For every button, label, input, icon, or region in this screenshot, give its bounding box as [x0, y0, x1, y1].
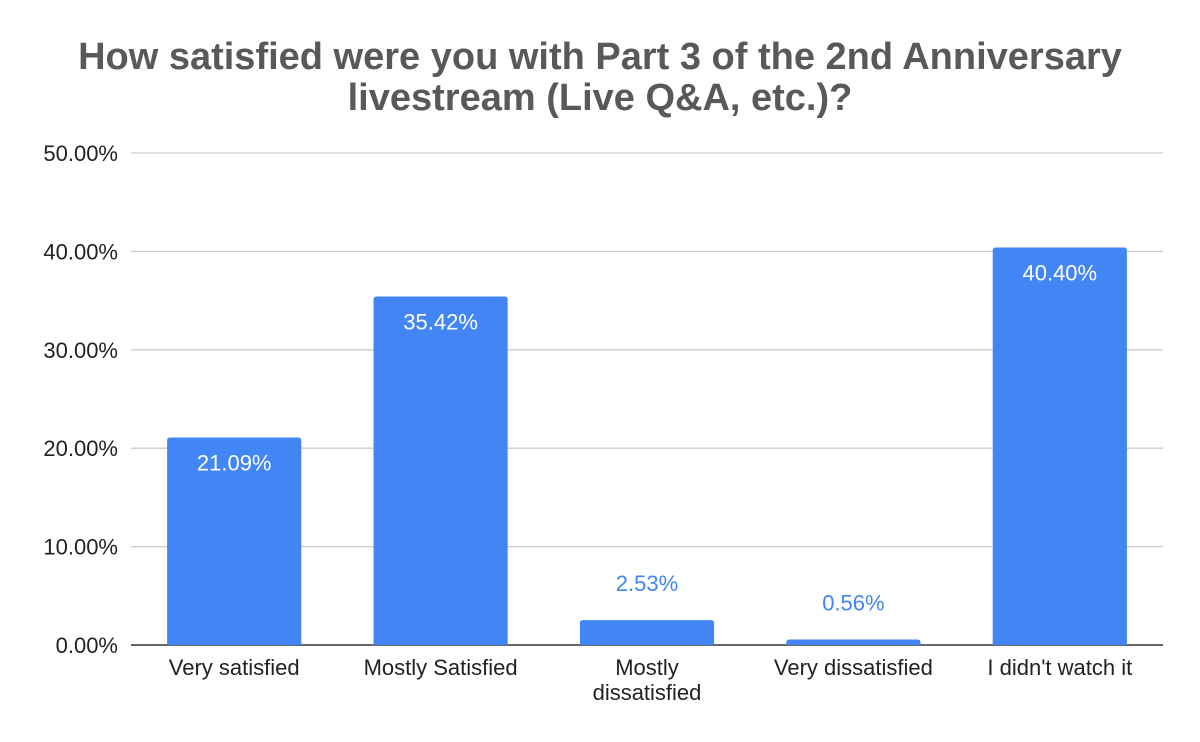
x-category-label: dissatisfied: [593, 680, 702, 705]
x-axis-category-labels: Very satisfied Mostly Satisfied Mostlydiss…: [169, 655, 1132, 705]
bar: [992, 247, 1127, 646]
data-labels: 21.09% 35.42% 2.53% 0.56% 40.40%: [197, 260, 1097, 615]
x-category-label: Very dissatisfied: [774, 655, 933, 680]
chart-title: How satisfied were you with Part 3 of th…: [78, 36, 1122, 119]
bar: [579, 620, 715, 645]
bars: [167, 247, 1127, 646]
y-axis-tick-labels: 0.00% 10.00% 20.00% 30.00% 40.00% 50.00%: [43, 141, 118, 658]
data-label: 21.09%: [197, 450, 272, 475]
data-label: 2.53%: [616, 571, 678, 596]
data-label: 35.42%: [403, 309, 478, 334]
y-tick-label: 40.00%: [43, 239, 118, 264]
chart-title-line-1: How satisfied were you with Part 3 of th…: [78, 36, 1122, 78]
data-label: 0.56%: [822, 590, 884, 615]
chart-title-line-2: livestream (Live Q&A, etc.)?: [348, 77, 853, 119]
y-tick-label: 50.00%: [43, 141, 118, 166]
y-tick-label: 10.00%: [43, 535, 118, 560]
y-tick-label: 20.00%: [43, 436, 118, 461]
data-label: 40.40%: [1022, 260, 1097, 285]
bar: [786, 639, 921, 645]
y-tick-label: 30.00%: [43, 338, 118, 363]
x-category-label: Mostly: [615, 655, 679, 680]
y-tick-label: 0.00%: [56, 633, 118, 658]
x-category-label: I didn't watch it: [987, 655, 1132, 680]
bar: [373, 296, 508, 645]
x-category-label: Mostly Satisfied: [364, 655, 518, 680]
bar: [167, 437, 302, 645]
x-category-label: Very satisfied: [169, 655, 300, 680]
